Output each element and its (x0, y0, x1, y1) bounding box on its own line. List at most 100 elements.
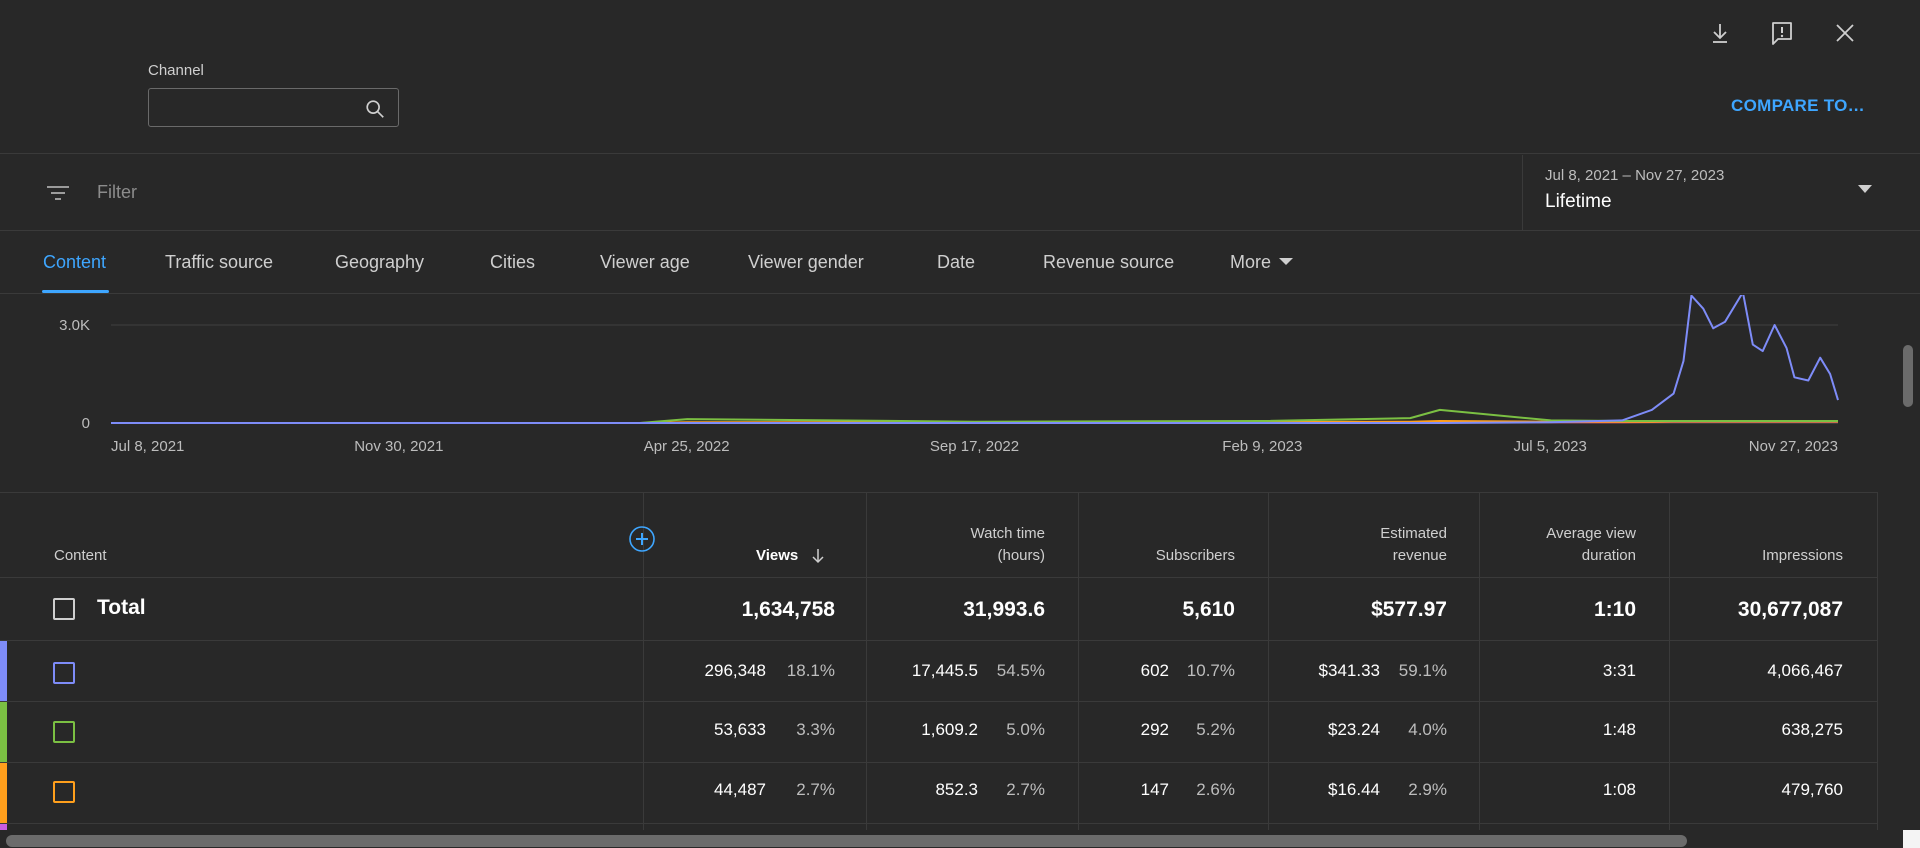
row-views-pct: 2.7% (796, 780, 835, 799)
feedback-icon[interactable] (1767, 18, 1797, 48)
row-subscribers: 292 (1140, 720, 1169, 739)
x-tick-label: Sep 17, 2022 (930, 438, 1019, 455)
total-subscribers: 5,610 (1182, 598, 1235, 621)
tab-traffic-source[interactable]: Traffic source (165, 252, 274, 272)
line-chart: 0 3.0K Jul 8, 2021 Nov 30, 2021 Apr 25, 2022… (59, 295, 1839, 455)
row-revenue-pct: 4.0% (1408, 720, 1447, 739)
row-avg-duration: 3:31 (1602, 661, 1636, 680)
channel-search-input[interactable] (159, 97, 349, 119)
column-header-subscribers[interactable]: Subscribers (1155, 547, 1235, 564)
tab-more-label: More (1230, 252, 1272, 272)
tab-geography[interactable]: Geography (335, 252, 425, 272)
row-views-pct: 18.1% (786, 661, 835, 680)
total-views: 1,634,758 (741, 598, 835, 621)
date-range-text: Jul 8, 2021 – Nov 27, 2023 (1545, 167, 1725, 184)
y-tick-label: 3.0K (59, 317, 90, 334)
series-line (111, 408, 1838, 424)
total-checkbox[interactable] (53, 598, 75, 620)
x-tick-label: Jul 8, 2021 (111, 438, 184, 455)
search-icon[interactable] (364, 98, 386, 120)
row-watch-time: 1,609.2 (921, 720, 978, 739)
column-divider (1877, 493, 1878, 830)
total-avg-duration: 1:10 (1593, 598, 1636, 621)
table-row[interactable]: 296,348 18.1% 17,445.5 54.5% 602 10.7% $… (0, 641, 1878, 701)
column-header-estimated-revenue[interactable]: Estimated revenue (1307, 523, 1447, 567)
column-header-watch-time[interactable]: Watch time (hours) (905, 523, 1045, 567)
row-revenue-pct: 2.9% (1408, 780, 1447, 799)
row-checkbox[interactable] (53, 662, 75, 684)
total-label: Total (97, 596, 146, 619)
filter-icon[interactable] (44, 179, 72, 207)
avg-duration-header-line2: duration (1581, 547, 1636, 564)
row-revenue: $16.44 (1328, 780, 1380, 799)
vertical-scrollbar[interactable] (1903, 345, 1913, 407)
active-tab-indicator (42, 290, 109, 293)
row-views: 53,633 (714, 720, 766, 739)
filter-input[interactable]: Filter (97, 182, 137, 202)
column-divider (1479, 493, 1480, 830)
total-impressions: 30,677,087 (1737, 598, 1843, 621)
column-divider (866, 493, 867, 830)
row-avg-duration: 1:48 (1602, 720, 1636, 739)
series-color-bar (0, 824, 7, 830)
column-header-content[interactable]: Content (54, 547, 107, 564)
row-checkbox[interactable] (53, 781, 75, 803)
add-column-icon[interactable] (628, 525, 656, 553)
column-header-average-view-duration[interactable]: Average view duration (1496, 523, 1636, 567)
compare-to-button[interactable]: COMPARE TO… (1731, 96, 1865, 115)
column-header-views[interactable]: Views (756, 545, 826, 567)
row-subscribers: 602 (1140, 661, 1169, 680)
x-tick-label: Apr 25, 2022 (644, 438, 730, 455)
watch-time-header-line2: (hours) (997, 547, 1045, 564)
row-views: 296,348 (704, 661, 766, 680)
tab-viewer-age[interactable]: Viewer age (600, 252, 690, 272)
total-revenue: $577.97 (1371, 598, 1447, 621)
download-icon[interactable] (1705, 18, 1735, 48)
tab-more[interactable]: More (1230, 252, 1294, 273)
row-impressions: 638,275 (1781, 720, 1843, 739)
table-row[interactable]: 53,633 3.3% 1,609.2 5.0% 292 5.2% $23.24… (0, 702, 1878, 762)
channel-search-box[interactable] (148, 88, 399, 127)
dimension-tabs: Content Traffic source Geography Cities … (0, 232, 1920, 294)
x-tick-label: Nov 27, 2023 (1749, 438, 1838, 455)
row-revenue: $341.33 (1318, 661, 1380, 680)
table-row[interactable]: 44,487 2.7% 852.3 2.7% 147 2.6% $16.44 2… (0, 763, 1878, 823)
tab-viewer-gender[interactable]: Viewer gender (748, 252, 864, 272)
column-header-impressions[interactable]: Impressions (1762, 547, 1843, 564)
row-impressions: 4,066,467 (1767, 661, 1843, 680)
column-divider (1268, 493, 1269, 830)
row-views: 44,487 (714, 780, 766, 799)
date-period-text: Lifetime (1545, 191, 1612, 212)
x-tick-label: Feb 9, 2023 (1222, 438, 1302, 455)
tab-revenue-source[interactable]: Revenue source (1043, 252, 1175, 272)
scrollbar-corner (1903, 830, 1920, 848)
row-subs-pct: 5.2% (1196, 720, 1235, 739)
dropdown-caret-icon (1858, 185, 1872, 193)
horizontal-scrollbar[interactable] (6, 835, 1687, 847)
row-watch-pct: 54.5% (996, 661, 1045, 680)
tab-content[interactable]: Content (43, 252, 107, 272)
row-views-pct: 3.3% (796, 720, 835, 739)
x-tick-label: Jul 5, 2023 (1513, 438, 1586, 455)
row-checkbox[interactable] (53, 721, 75, 743)
series-line (111, 295, 1839, 424)
row-divider (0, 762, 1878, 763)
tab-cities[interactable]: Cities (490, 252, 536, 272)
date-range-picker[interactable]: Jul 8, 2021 – Nov 27, 2023 Lifetime (1522, 155, 1920, 231)
filter-bar: Filter Jul 8, 2021 – Nov 27, 2023 Lifeti… (0, 155, 1920, 231)
total-row: Total 1,634,758 31,993.6 5,610 $577.97 1… (0, 578, 1878, 640)
close-icon[interactable] (1830, 18, 1860, 48)
row-impressions: 479,760 (1781, 780, 1843, 799)
content-table: Content Views Watch time (hours) Subscrib… (0, 492, 1878, 830)
y-tick-label: 0 (82, 415, 90, 432)
row-watch-time: 17,445.5 (911, 661, 978, 680)
row-watch-pct: 2.7% (1006, 780, 1045, 799)
row-divider (0, 701, 1878, 702)
row-divider (0, 577, 1878, 578)
row-revenue-pct: 59.1% (1398, 661, 1447, 680)
x-tick-label: Nov 30, 2021 (354, 438, 443, 455)
column-divider (1078, 493, 1079, 830)
row-watch-time: 852.3 (935, 780, 978, 799)
row-divider (0, 823, 1878, 824)
tab-date[interactable]: Date (937, 252, 976, 272)
